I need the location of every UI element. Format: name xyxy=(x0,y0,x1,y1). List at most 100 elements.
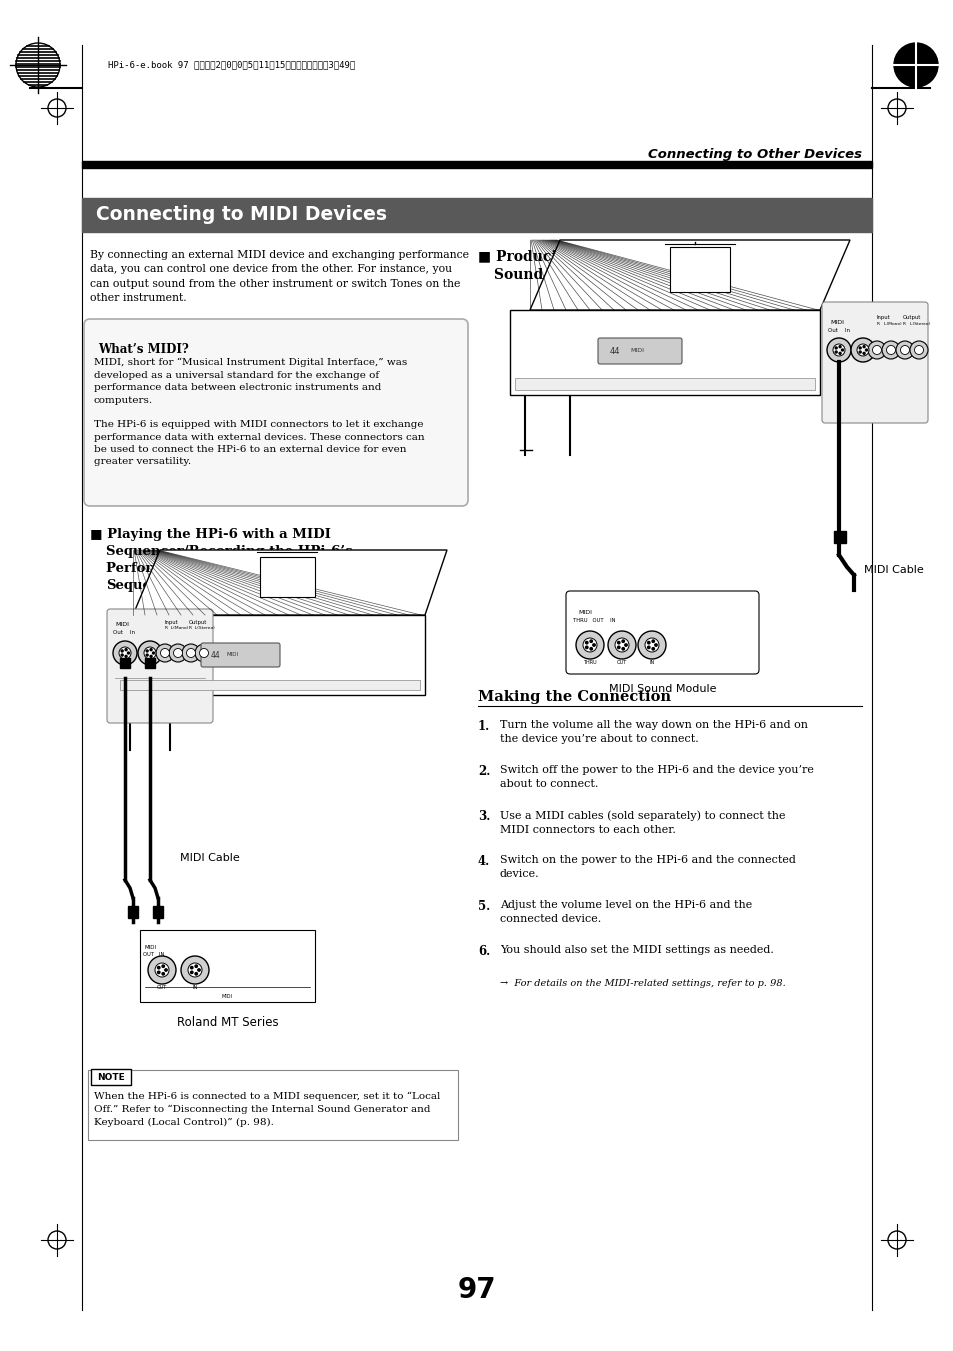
Circle shape xyxy=(125,655,127,658)
Circle shape xyxy=(173,648,182,658)
Circle shape xyxy=(150,655,152,658)
Text: When the HPi-6 is connected to a MIDI sequencer, set it to “Local
Off.” Refer to: When the HPi-6 is connected to a MIDI se… xyxy=(94,1092,440,1127)
Circle shape xyxy=(191,966,193,969)
Circle shape xyxy=(154,963,169,977)
Text: THRU: THRU xyxy=(582,661,597,665)
Circle shape xyxy=(138,640,162,665)
Bar xyxy=(145,658,154,667)
Text: 6.: 6. xyxy=(477,944,490,958)
Text: Sequencer/Recording the HPi-6’s: Sequencer/Recording the HPi-6’s xyxy=(106,544,353,558)
Circle shape xyxy=(162,973,164,975)
Text: MIDI: MIDI xyxy=(145,944,157,950)
Circle shape xyxy=(162,965,164,967)
Circle shape xyxy=(194,644,213,662)
Circle shape xyxy=(651,647,654,650)
Text: Use a MIDI cables (sold separately) to connect the
MIDI connectors to each other: Use a MIDI cables (sold separately) to c… xyxy=(499,811,784,835)
Text: 97: 97 xyxy=(457,1275,496,1304)
Text: NOTE: NOTE xyxy=(97,1073,125,1082)
Text: By connecting an external MIDI device and exchanging performance
data, you can c: By connecting an external MIDI device an… xyxy=(90,250,469,303)
Text: R  L(Mono): R L(Mono) xyxy=(165,626,188,630)
Polygon shape xyxy=(132,550,447,615)
Text: MIDI: MIDI xyxy=(629,349,643,354)
Circle shape xyxy=(859,351,861,353)
Text: MIDI Cable: MIDI Cable xyxy=(863,565,923,576)
Text: Output: Output xyxy=(189,620,207,626)
Circle shape xyxy=(199,648,209,658)
Circle shape xyxy=(621,647,624,650)
Circle shape xyxy=(592,644,595,646)
Text: Adjust the volume level on the HPi-6 and the
connected device.: Adjust the volume level on the HPi-6 and… xyxy=(499,900,752,924)
Circle shape xyxy=(146,654,148,657)
Circle shape xyxy=(839,353,841,354)
Circle shape xyxy=(885,346,895,354)
Circle shape xyxy=(576,631,603,659)
Circle shape xyxy=(146,650,148,653)
Circle shape xyxy=(856,345,868,357)
Circle shape xyxy=(893,43,937,86)
Text: MIDI Sound Module: MIDI Sound Module xyxy=(608,684,716,694)
Text: OUT   IN: OUT IN xyxy=(143,952,164,957)
FancyBboxPatch shape xyxy=(201,643,280,667)
Text: Switch off the power to the HPi-6 and the device you’re
about to connect.: Switch off the power to the HPi-6 and th… xyxy=(499,765,813,789)
Text: ■ Producing Sounds from a MIDI: ■ Producing Sounds from a MIDI xyxy=(477,250,740,263)
Text: MIDI, short for “Musical Instrument Digital Interface,” was
developed as a unive: MIDI, short for “Musical Instrument Digi… xyxy=(94,358,407,405)
Circle shape xyxy=(188,963,202,977)
Circle shape xyxy=(191,971,193,974)
Circle shape xyxy=(186,648,195,658)
Text: 1.: 1. xyxy=(477,720,490,734)
Circle shape xyxy=(872,346,881,354)
Polygon shape xyxy=(510,309,820,394)
Text: Performance Data to a MIDI: Performance Data to a MIDI xyxy=(106,562,315,576)
Polygon shape xyxy=(530,240,849,309)
Circle shape xyxy=(128,653,130,654)
Text: MIDI: MIDI xyxy=(227,653,239,658)
Circle shape xyxy=(832,345,844,357)
Circle shape xyxy=(607,631,636,659)
Circle shape xyxy=(834,351,837,353)
Circle shape xyxy=(839,346,841,347)
Text: Out    In: Out In xyxy=(827,328,849,332)
Circle shape xyxy=(621,640,624,642)
Circle shape xyxy=(121,654,123,657)
Text: 4.: 4. xyxy=(477,855,490,867)
Text: The HPi-6 is equipped with MIDI connectors to let it exchange
performance data w: The HPi-6 is equipped with MIDI connecto… xyxy=(94,420,424,466)
Text: MIDI: MIDI xyxy=(829,320,843,326)
Circle shape xyxy=(841,349,842,351)
FancyBboxPatch shape xyxy=(565,590,759,674)
Circle shape xyxy=(125,648,127,651)
Text: Input: Input xyxy=(165,620,178,626)
Circle shape xyxy=(582,638,597,653)
Text: Input: Input xyxy=(876,315,890,320)
Bar xyxy=(82,199,871,232)
Circle shape xyxy=(914,346,923,354)
Text: HPi-6-e.book 97 ページ　2　0　0　5年11月15日　火曜日　午後3時49分: HPi-6-e.book 97 ページ 2 0 0 5年11月15日 火曜日 午… xyxy=(108,61,355,69)
Circle shape xyxy=(654,644,657,646)
FancyBboxPatch shape xyxy=(598,338,681,363)
Circle shape xyxy=(862,346,864,347)
Circle shape xyxy=(644,638,659,653)
Text: ■ Playing the HPi-6 with a MIDI: ■ Playing the HPi-6 with a MIDI xyxy=(90,528,331,540)
Text: THRU   OUT    IN: THRU OUT IN xyxy=(573,617,615,623)
Circle shape xyxy=(194,965,197,967)
Polygon shape xyxy=(115,615,424,694)
Circle shape xyxy=(638,631,665,659)
Text: IN: IN xyxy=(193,985,197,990)
Circle shape xyxy=(615,638,628,653)
Circle shape xyxy=(647,642,649,644)
Text: Sequencer: Sequencer xyxy=(106,580,184,592)
Bar xyxy=(152,907,163,917)
Bar xyxy=(260,557,314,597)
Circle shape xyxy=(617,646,619,648)
Circle shape xyxy=(165,969,167,971)
FancyBboxPatch shape xyxy=(107,609,213,723)
Circle shape xyxy=(119,647,131,659)
Text: Roland MT Series: Roland MT Series xyxy=(176,1016,278,1029)
Text: MIDI: MIDI xyxy=(221,994,233,998)
Text: Connecting to Other Devices: Connecting to Other Devices xyxy=(647,149,862,161)
Text: 44: 44 xyxy=(609,346,619,355)
Text: Connecting to MIDI Devices: Connecting to MIDI Devices xyxy=(96,205,387,224)
Circle shape xyxy=(156,644,173,662)
Circle shape xyxy=(882,340,899,359)
Circle shape xyxy=(169,644,187,662)
Circle shape xyxy=(121,650,123,653)
